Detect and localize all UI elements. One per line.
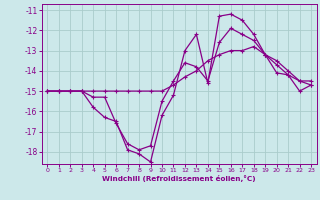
X-axis label: Windchill (Refroidissement éolien,°C): Windchill (Refroidissement éolien,°C) xyxy=(102,175,256,182)
